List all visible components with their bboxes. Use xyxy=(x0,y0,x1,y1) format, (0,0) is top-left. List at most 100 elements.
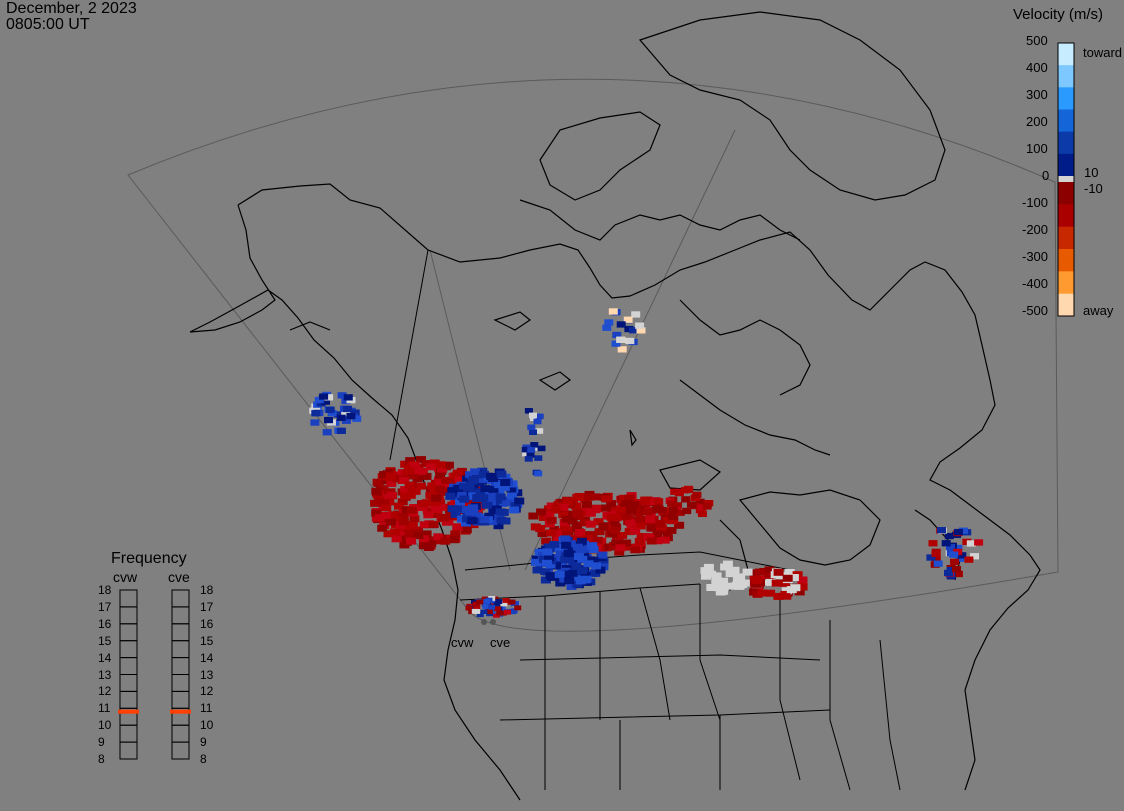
scatter-cell xyxy=(933,560,943,567)
scatter-cell xyxy=(612,331,622,339)
scatter-cell xyxy=(427,482,438,490)
scatter-cell xyxy=(537,552,548,560)
scatter-cell xyxy=(350,409,360,416)
scatter-cell xyxy=(383,530,394,538)
scatter-cell xyxy=(579,551,590,559)
scatter-cell xyxy=(564,556,575,564)
scatter-cell xyxy=(456,515,467,523)
scatter-cell xyxy=(566,510,577,518)
scatter-cell xyxy=(386,491,397,499)
scatter-cell xyxy=(321,398,330,405)
scatter-cell xyxy=(371,509,382,517)
frequency-cell xyxy=(119,623,138,642)
scatter-cell xyxy=(529,429,537,435)
scatter-cell xyxy=(374,514,385,522)
scatter-cell xyxy=(440,537,451,545)
scatter-cell xyxy=(546,516,557,524)
scatter-cell xyxy=(529,412,537,419)
away-label: away xyxy=(1083,303,1114,318)
scatter-cell xyxy=(508,599,516,605)
scatter-cell xyxy=(630,546,641,554)
scatter-cell xyxy=(488,485,499,493)
scatter-cell xyxy=(593,518,604,526)
scatter-cell xyxy=(619,494,630,502)
scatter-cell xyxy=(616,336,626,343)
scatter-cell xyxy=(540,576,551,584)
scatter-cell xyxy=(421,472,432,480)
scatter-cell xyxy=(765,578,776,586)
toward-label: toward xyxy=(1083,45,1123,60)
scatter-cell xyxy=(554,543,565,551)
scatter-cell xyxy=(413,532,424,540)
scatter-cell xyxy=(621,539,632,547)
scatter-cell xyxy=(346,412,356,420)
scatter-cell xyxy=(310,419,320,426)
scatter-cell xyxy=(319,393,329,400)
scatter-cell xyxy=(635,516,646,523)
scatter-cell xyxy=(585,509,596,517)
scatter-cell xyxy=(410,467,421,474)
velocity-tick: 200 xyxy=(1026,114,1048,129)
scatter-cell xyxy=(419,521,430,529)
velocity-tick: 500 xyxy=(1026,33,1048,48)
scatter-cell xyxy=(416,456,426,464)
scatter-cell xyxy=(423,511,434,519)
scatter-cell xyxy=(473,604,481,610)
scatter-cell xyxy=(546,529,557,537)
scatter-cell xyxy=(535,413,544,420)
scatter-cell xyxy=(486,473,497,480)
scatter-cell xyxy=(478,471,489,478)
frequency-cell xyxy=(119,606,138,625)
scatter-cell xyxy=(642,508,653,516)
frequency-tick: 15 xyxy=(98,633,112,648)
scatter-cell xyxy=(944,569,953,577)
velocity-tick: -400 xyxy=(1022,276,1049,291)
colorbar-segment xyxy=(1058,131,1074,155)
scatter-cell xyxy=(668,513,679,520)
scatter-cell xyxy=(405,457,416,465)
scatter-cell xyxy=(388,511,399,519)
scatter-cell xyxy=(646,537,657,545)
scatter-cell xyxy=(544,554,555,562)
scatter-cell xyxy=(771,579,782,587)
colorbar-segment xyxy=(1058,293,1074,317)
scatter-cell xyxy=(428,521,439,528)
scatter-cell xyxy=(611,514,622,522)
scatter-cell xyxy=(575,577,586,585)
scatter-cell xyxy=(597,551,608,559)
radar-scatter xyxy=(309,308,984,618)
scatter-cell xyxy=(527,447,536,453)
scatter-cell xyxy=(514,605,522,611)
frequency-cell xyxy=(171,589,190,608)
scatter-cell xyxy=(608,308,618,315)
scatter-cell xyxy=(500,610,507,616)
scatter-cell xyxy=(944,532,954,540)
scatter-cell xyxy=(333,411,343,418)
scatter-cell xyxy=(311,410,321,417)
scatter-cell xyxy=(645,498,656,505)
scatter-cell xyxy=(476,599,484,605)
scatter-cell xyxy=(926,554,936,561)
scatter-cell xyxy=(773,568,784,576)
frequency-cell xyxy=(171,741,190,760)
scatter-cell xyxy=(580,519,591,527)
frequency-tick: 12 xyxy=(200,684,214,699)
scatter-cell xyxy=(352,415,362,422)
frequency-cell xyxy=(119,690,138,709)
scatter-cell xyxy=(714,584,725,592)
scatter-cell xyxy=(725,570,736,578)
scatter-cell xyxy=(636,533,647,540)
scatter-cell xyxy=(591,562,601,570)
scatter-cell xyxy=(656,524,667,532)
scatter-cell xyxy=(625,543,635,551)
time-label: 0805:00 UT xyxy=(6,16,90,33)
scatter-cell xyxy=(445,492,456,500)
scatter-cell xyxy=(666,527,677,534)
frequency-tick: 9 xyxy=(200,735,207,750)
scatter-cell xyxy=(549,541,560,548)
scatter-cell xyxy=(788,574,799,581)
scatter-cell xyxy=(385,474,396,482)
scatter-cell xyxy=(624,528,635,536)
frequency-tick: 17 xyxy=(98,599,112,614)
scatter-cell xyxy=(635,322,645,329)
